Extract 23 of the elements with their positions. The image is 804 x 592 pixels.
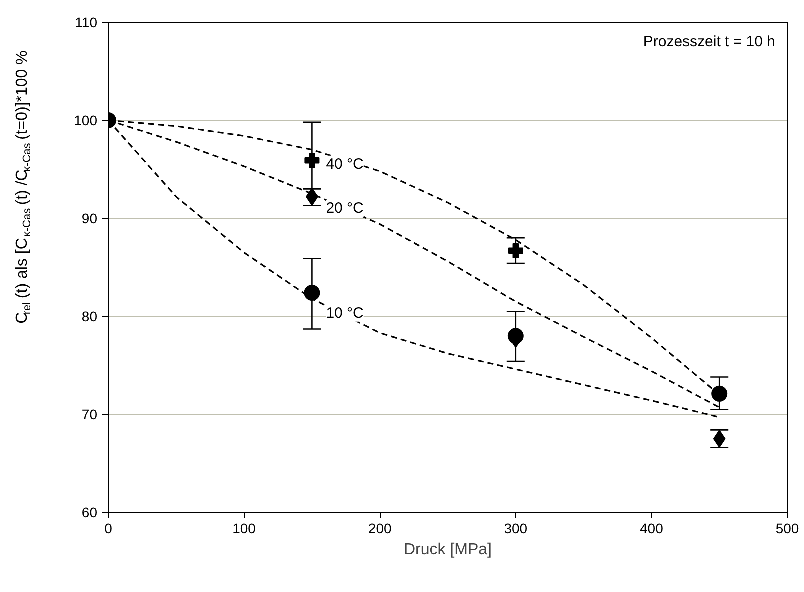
y-tick-label: 100 <box>74 112 98 128</box>
y-tick-label: 70 <box>82 406 98 422</box>
y-tick-label: 110 <box>75 14 98 30</box>
x-tick-label: 500 <box>776 520 800 536</box>
x-tick-label: 200 <box>368 520 392 536</box>
point <box>508 243 524 258</box>
point <box>304 284 320 301</box>
series-label: 20 °C <box>326 200 364 217</box>
point <box>712 386 728 402</box>
y-tick-label: 90 <box>82 210 98 226</box>
series-label: 10 °C <box>326 304 364 322</box>
point <box>304 153 320 168</box>
point <box>713 430 726 448</box>
point <box>508 328 524 344</box>
series-label: 40 °C <box>326 156 364 173</box>
x-tick-label: 0 <box>104 520 113 536</box>
y-tick-label: 60 <box>82 504 98 520</box>
annotation: Prozesszeit t = 10 h <box>643 34 776 50</box>
x-tick-label: 300 <box>504 520 528 536</box>
x-tick-label: 100 <box>232 520 256 536</box>
x-tick-label: 400 <box>640 520 664 536</box>
x-axis-title: Druck [MPa] <box>404 542 492 558</box>
y-tick-label: 80 <box>82 308 98 324</box>
